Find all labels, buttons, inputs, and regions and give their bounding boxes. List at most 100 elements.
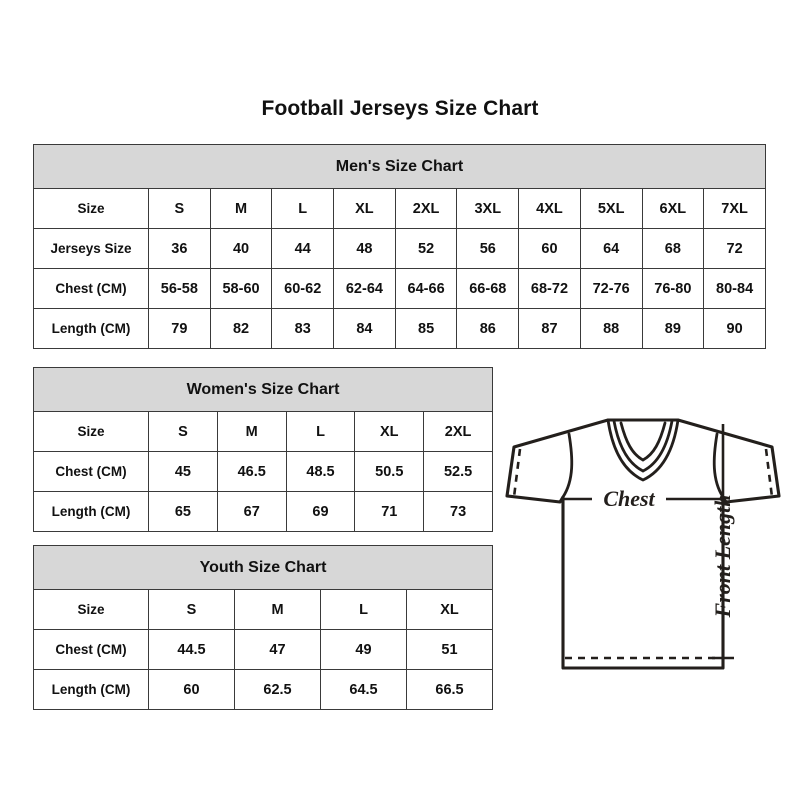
column-header-xl: XL xyxy=(406,589,493,630)
table-cell: 51 xyxy=(406,629,493,670)
table-cell: 83 xyxy=(271,308,335,349)
front-length-label: Front Length xyxy=(710,495,735,619)
table-cell: 90 xyxy=(703,308,766,349)
table-cell: 60-62 xyxy=(271,268,335,309)
column-header-l: L xyxy=(285,411,356,452)
table-cell: 40 xyxy=(209,228,273,269)
table-cell: 85 xyxy=(394,308,458,349)
table-cell: 44 xyxy=(271,228,335,269)
table-cell: 67 xyxy=(216,491,287,532)
table-cell: 60 xyxy=(518,228,581,269)
table-row: Length (CM) 60 62.5 64.5 66.5 xyxy=(33,669,493,710)
column-header-3xl: 3XL xyxy=(456,188,520,229)
table-cell: 58-60 xyxy=(209,268,273,309)
table-caption-row: Youth Size Chart xyxy=(33,545,493,590)
table-cell: 84 xyxy=(333,308,396,349)
youth-size-chart-table: Youth Size Chart Size S M L XL Chest (CM… xyxy=(33,545,493,710)
column-header-l: L xyxy=(320,589,407,630)
table-cell: 50.5 xyxy=(354,451,425,492)
page-title: Football Jerseys Size Chart xyxy=(261,97,539,120)
row-label: Chest (CM) xyxy=(33,629,149,670)
table-cell: 52.5 xyxy=(423,451,493,492)
table-cell: 62.5 xyxy=(234,669,321,710)
table-cell: 87 xyxy=(518,308,581,349)
column-header-xl: XL xyxy=(354,411,425,452)
column-header-m: M xyxy=(216,411,287,452)
table-cell: 76-80 xyxy=(641,268,705,309)
column-header-6xl: 6XL xyxy=(641,188,705,229)
table-cell: 62-64 xyxy=(333,268,396,309)
table-cell: 72 xyxy=(703,228,766,269)
mens-size-chart-table: Men's Size Chart Size S M L XL 2XL 3XL 4… xyxy=(33,144,766,349)
table-cell: 36 xyxy=(148,228,211,269)
table-cell: 66.5 xyxy=(406,669,493,710)
table-cell: 89 xyxy=(641,308,705,349)
table-cell: 44.5 xyxy=(148,629,235,670)
column-header-s: S xyxy=(148,411,218,452)
column-header-2xl: 2XL xyxy=(423,411,493,452)
column-header-size: Size xyxy=(33,411,149,452)
table-cell: 64-66 xyxy=(394,268,458,309)
row-label: Chest (CM) xyxy=(33,268,149,309)
table-row: Length (CM) 65 67 69 71 73 xyxy=(33,491,493,532)
mens-chart-caption: Men's Size Chart xyxy=(33,144,766,189)
table-row: Jerseys Size 36 40 44 48 52 56 60 64 68 … xyxy=(33,228,766,269)
table-cell: 48.5 xyxy=(285,451,356,492)
table-cell: 64 xyxy=(579,228,643,269)
table-cell: 56 xyxy=(456,228,520,269)
row-label: Length (CM) xyxy=(33,308,149,349)
table-cell: 52 xyxy=(394,228,458,269)
column-header-size: Size xyxy=(33,188,149,229)
table-cell: 79 xyxy=(148,308,211,349)
youth-chart-caption: Youth Size Chart xyxy=(33,545,493,590)
column-header-s: S xyxy=(148,188,211,229)
column-header-5xl: 5XL xyxy=(579,188,643,229)
table-cell: 82 xyxy=(209,308,273,349)
table-cell: 86 xyxy=(456,308,520,349)
table-cell: 64.5 xyxy=(320,669,407,710)
table-cell: 73 xyxy=(423,491,493,532)
table-cell: 45 xyxy=(148,451,218,492)
table-cell: 46.5 xyxy=(216,451,287,492)
column-header-m: M xyxy=(209,188,273,229)
table-cell: 56-58 xyxy=(148,268,211,309)
row-label: Length (CM) xyxy=(33,669,149,710)
table-cell: 68-72 xyxy=(518,268,581,309)
column-header-4xl: 4XL xyxy=(518,188,581,229)
table-cell: 60 xyxy=(148,669,235,710)
jersey-measurement-diagram: Chest Front Length xyxy=(498,396,788,686)
column-header-m: M xyxy=(234,589,321,630)
table-row: Length (CM) 79 82 83 84 85 86 87 88 89 9… xyxy=(33,308,766,349)
table-cell: 48 xyxy=(333,228,396,269)
table-cell: 71 xyxy=(354,491,425,532)
table-cell: 88 xyxy=(579,308,643,349)
column-header-xl: XL xyxy=(333,188,396,229)
table-row: Chest (CM) 45 46.5 48.5 50.5 52.5 xyxy=(33,451,493,492)
table-cell: 66-68 xyxy=(456,268,520,309)
table-cell: 65 xyxy=(148,491,218,532)
table-cell: 72-76 xyxy=(579,268,643,309)
table-cell: 80-84 xyxy=(703,268,766,309)
table-cell: 47 xyxy=(234,629,321,670)
womens-size-chart-table: Women's Size Chart Size S M L XL 2XL Che… xyxy=(33,367,493,532)
column-header-l: L xyxy=(271,188,335,229)
womens-chart-caption: Women's Size Chart xyxy=(33,367,493,412)
chest-label: Chest xyxy=(603,486,655,511)
table-header-row: Size S M L XL xyxy=(33,589,493,630)
table-row: Chest (CM) 44.5 47 49 51 xyxy=(33,629,493,670)
column-header-s: S xyxy=(148,589,235,630)
row-label: Length (CM) xyxy=(33,491,149,532)
row-label: Chest (CM) xyxy=(33,451,149,492)
table-header-row: Size S M L XL 2XL xyxy=(33,411,493,452)
table-row: Chest (CM) 56-58 58-60 60-62 62-64 64-66… xyxy=(33,268,766,309)
table-caption-row: Men's Size Chart xyxy=(33,144,766,189)
table-caption-row: Women's Size Chart xyxy=(33,367,493,412)
table-header-row: Size S M L XL 2XL 3XL 4XL 5XL 6XL 7XL xyxy=(33,188,766,229)
table-cell: 69 xyxy=(285,491,356,532)
table-cell: 49 xyxy=(320,629,407,670)
column-header-7xl: 7XL xyxy=(703,188,766,229)
column-header-size: Size xyxy=(33,589,149,630)
column-header-2xl: 2XL xyxy=(394,188,458,229)
table-cell: 68 xyxy=(641,228,705,269)
row-label: Jerseys Size xyxy=(33,228,149,269)
